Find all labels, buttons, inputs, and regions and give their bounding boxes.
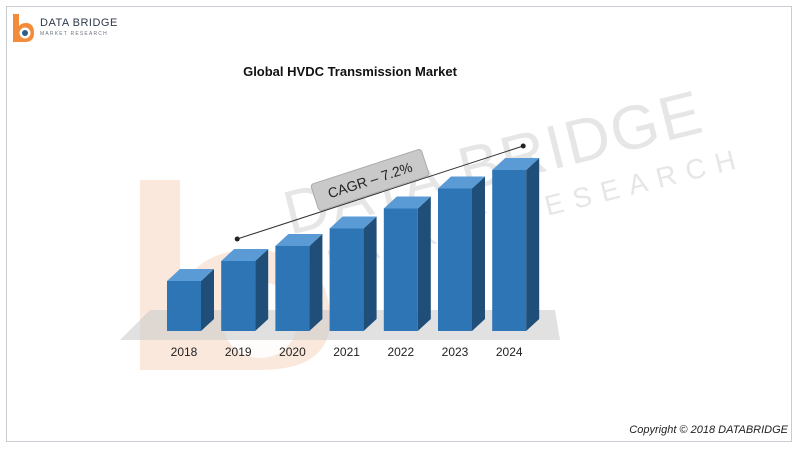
logo-mark-icon <box>13 14 34 42</box>
bar-side-2024 <box>526 158 540 331</box>
bar-side-2020 <box>309 234 323 331</box>
bar-front-2024 <box>492 170 527 331</box>
bar-front-2023 <box>438 188 472 331</box>
bar-top-2022 <box>383 196 431 209</box>
bar-front-2020 <box>275 246 310 331</box>
x-tick-label: 2018 <box>171 345 198 359</box>
bar-2018 <box>167 269 214 331</box>
bar-top-2024 <box>492 158 540 170</box>
copyright-text: Copyright © 2018 DATABRIDGE <box>629 424 788 436</box>
bar-side-2021 <box>363 216 377 331</box>
bar-2019 <box>221 249 269 331</box>
bars-group <box>167 158 540 331</box>
x-tick-label: 2021 <box>333 345 360 359</box>
brand-tagline: MARKET RESEARCH <box>40 31 108 37</box>
x-tick-label: 2019 <box>225 345 252 359</box>
cagr-start-dot <box>234 236 240 242</box>
x-tick-label: 2022 <box>387 345 414 359</box>
chart-frame <box>6 6 792 442</box>
bar-top-2018 <box>167 269 214 281</box>
chart-title: Global HVDC Transmission Market <box>243 64 457 79</box>
bar-front-2019 <box>221 261 256 331</box>
brand-name: DATA BRIDGE <box>40 17 118 29</box>
bar-top-2020 <box>275 234 323 246</box>
bar-2021 <box>329 216 377 331</box>
bar-side-2019 <box>255 249 269 331</box>
bar-2023 <box>438 176 485 331</box>
cagr-end-dot <box>520 143 526 149</box>
bar-side-2023 <box>472 176 485 331</box>
bar-side-2018 <box>201 269 214 331</box>
brand-logo: DATA BRIDGE MARKET RESEARCH <box>10 12 130 46</box>
x-tick-label: 2024 <box>496 345 523 359</box>
bar-top-2019 <box>221 249 269 261</box>
bar-top-2021 <box>329 216 377 229</box>
x-tick-label: 2020 <box>279 345 306 359</box>
bar-2024 <box>492 158 540 331</box>
cagr-line <box>237 145 524 240</box>
bar-2020 <box>275 234 323 331</box>
bar-2022 <box>383 196 431 331</box>
bar-front-2022 <box>383 208 418 331</box>
bar-top-2023 <box>438 176 485 189</box>
bar-front-2021 <box>329 228 364 331</box>
x-tick-labels: 2018 2019 2020 2021 2022 2023 2024 <box>171 345 523 359</box>
cagr-label-box <box>310 149 430 211</box>
x-tick-label: 2023 <box>442 345 469 359</box>
bar-front-2018 <box>167 281 201 331</box>
bar-side-2022 <box>417 196 431 331</box>
